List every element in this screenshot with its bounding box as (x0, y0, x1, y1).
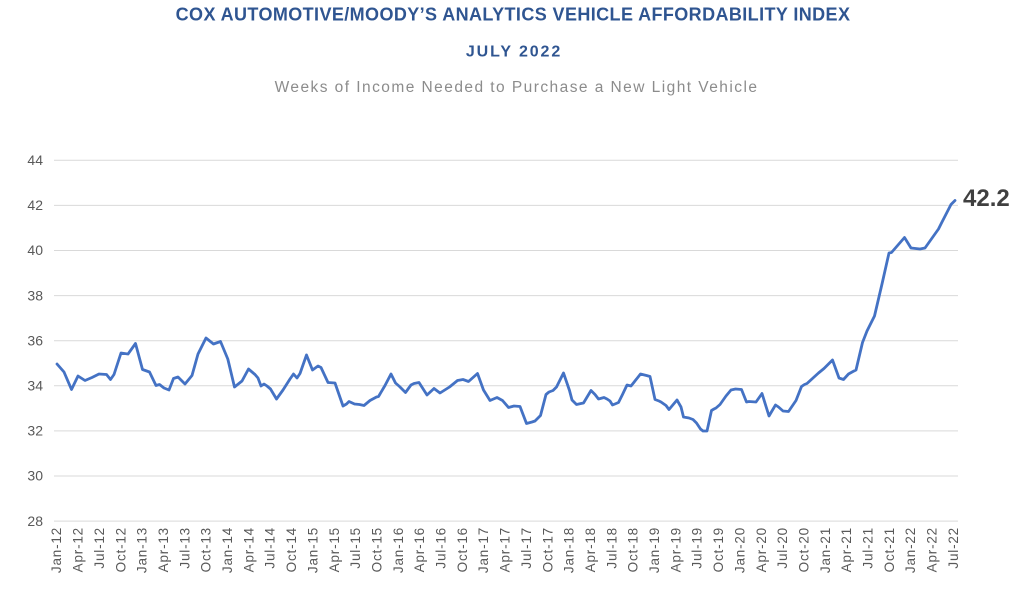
svg-text:Jul-19: Jul-19 (690, 527, 705, 569)
svg-text:Jul-16: Jul-16 (434, 527, 449, 569)
svg-text:JULY 2022: JULY 2022 (466, 44, 562, 61)
svg-text:28: 28 (27, 513, 43, 529)
svg-text:36: 36 (27, 332, 43, 348)
svg-text:Oct-17: Oct-17 (540, 527, 555, 572)
svg-text:Apr-14: Apr-14 (241, 527, 256, 572)
svg-text:Apr-22: Apr-22 (925, 527, 940, 572)
svg-text:Oct-15: Oct-15 (370, 527, 385, 572)
svg-text:Jan-13: Jan-13 (135, 527, 150, 573)
svg-text:Jul-14: Jul-14 (263, 527, 278, 569)
svg-text:32: 32 (27, 423, 43, 439)
svg-text:Oct-16: Oct-16 (455, 527, 470, 572)
svg-text:Jan-14: Jan-14 (220, 527, 235, 573)
svg-text:Jul-18: Jul-18 (604, 527, 619, 569)
svg-text:Jan-18: Jan-18 (562, 527, 577, 573)
svg-text:Jan-12: Jan-12 (49, 527, 64, 573)
svg-text:COX AUTOMOTIVE/MOODY’S ANALYTI: COX AUTOMOTIVE/MOODY’S ANALYTICS VEHICLE… (176, 5, 851, 25)
svg-text:Jul-15: Jul-15 (348, 527, 363, 569)
svg-text:Jul-17: Jul-17 (519, 527, 534, 569)
svg-text:Apr-15: Apr-15 (327, 527, 342, 572)
svg-text:Oct-19: Oct-19 (711, 527, 726, 572)
svg-text:Jan-16: Jan-16 (391, 527, 406, 573)
svg-text:Apr-18: Apr-18 (583, 527, 598, 572)
svg-text:Jan-20: Jan-20 (732, 527, 747, 573)
svg-text:Jul-13: Jul-13 (177, 527, 192, 569)
svg-text:42.2: 42.2 (963, 185, 1010, 212)
svg-text:Apr-20: Apr-20 (754, 527, 769, 572)
svg-text:30: 30 (27, 468, 43, 484)
svg-text:34: 34 (27, 378, 43, 394)
svg-text:Weeks of Income Needed to Purc: Weeks of Income Needed to Purchase a New… (275, 79, 759, 96)
svg-text:Apr-19: Apr-19 (668, 527, 683, 572)
svg-text:Oct-12: Oct-12 (113, 527, 128, 572)
svg-text:Apr-12: Apr-12 (71, 527, 86, 572)
svg-text:Jan-22: Jan-22 (903, 527, 918, 573)
svg-text:44: 44 (27, 152, 43, 168)
svg-text:Jul-21: Jul-21 (861, 527, 876, 569)
svg-text:Apr-16: Apr-16 (412, 527, 427, 572)
svg-text:Apr-21: Apr-21 (839, 527, 854, 572)
svg-text:42: 42 (27, 197, 43, 213)
svg-text:Apr-17: Apr-17 (498, 527, 513, 572)
svg-text:Jan-21: Jan-21 (818, 527, 833, 573)
svg-text:Oct-21: Oct-21 (882, 527, 897, 572)
svg-text:Oct-14: Oct-14 (284, 527, 299, 572)
svg-text:Jan-19: Jan-19 (647, 527, 662, 573)
svg-text:Jul-12: Jul-12 (92, 527, 107, 569)
svg-text:Jul-22: Jul-22 (946, 527, 961, 569)
svg-text:Jul-20: Jul-20 (775, 527, 790, 569)
svg-text:40: 40 (27, 242, 43, 258)
svg-text:38: 38 (27, 287, 43, 303)
svg-text:Jan-15: Jan-15 (305, 527, 320, 573)
svg-text:Oct-18: Oct-18 (626, 527, 641, 572)
svg-text:Oct-20: Oct-20 (797, 527, 812, 572)
svg-text:Jan-17: Jan-17 (476, 527, 491, 573)
svg-text:Apr-13: Apr-13 (156, 527, 171, 572)
svg-text:Oct-13: Oct-13 (199, 527, 214, 572)
